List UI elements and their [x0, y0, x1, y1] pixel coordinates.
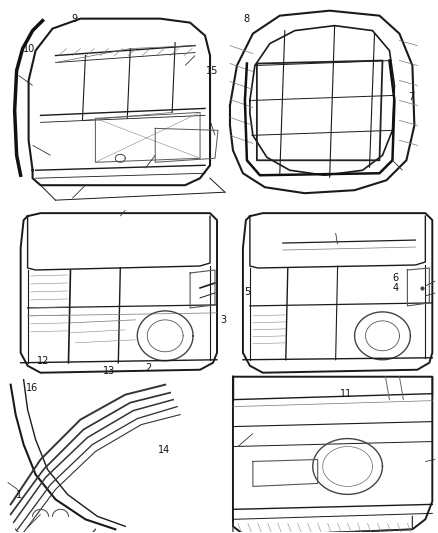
- Text: 3: 3: [220, 314, 226, 325]
- Text: 14: 14: [158, 445, 170, 455]
- Text: 1: 1: [16, 490, 22, 500]
- Text: 12: 12: [37, 356, 49, 366]
- Text: 10: 10: [23, 44, 35, 53]
- Text: 5: 5: [244, 287, 251, 297]
- Text: 4: 4: [393, 283, 399, 293]
- Text: 7: 7: [408, 92, 414, 102]
- Text: 6: 6: [393, 273, 399, 283]
- Text: 2: 2: [145, 362, 152, 373]
- Text: 13: 13: [103, 366, 115, 376]
- Text: 8: 8: [243, 14, 249, 25]
- Text: 11: 11: [339, 389, 352, 399]
- Text: 15: 15: [206, 66, 219, 76]
- Text: 9: 9: [71, 14, 77, 25]
- Text: 16: 16: [26, 383, 38, 393]
